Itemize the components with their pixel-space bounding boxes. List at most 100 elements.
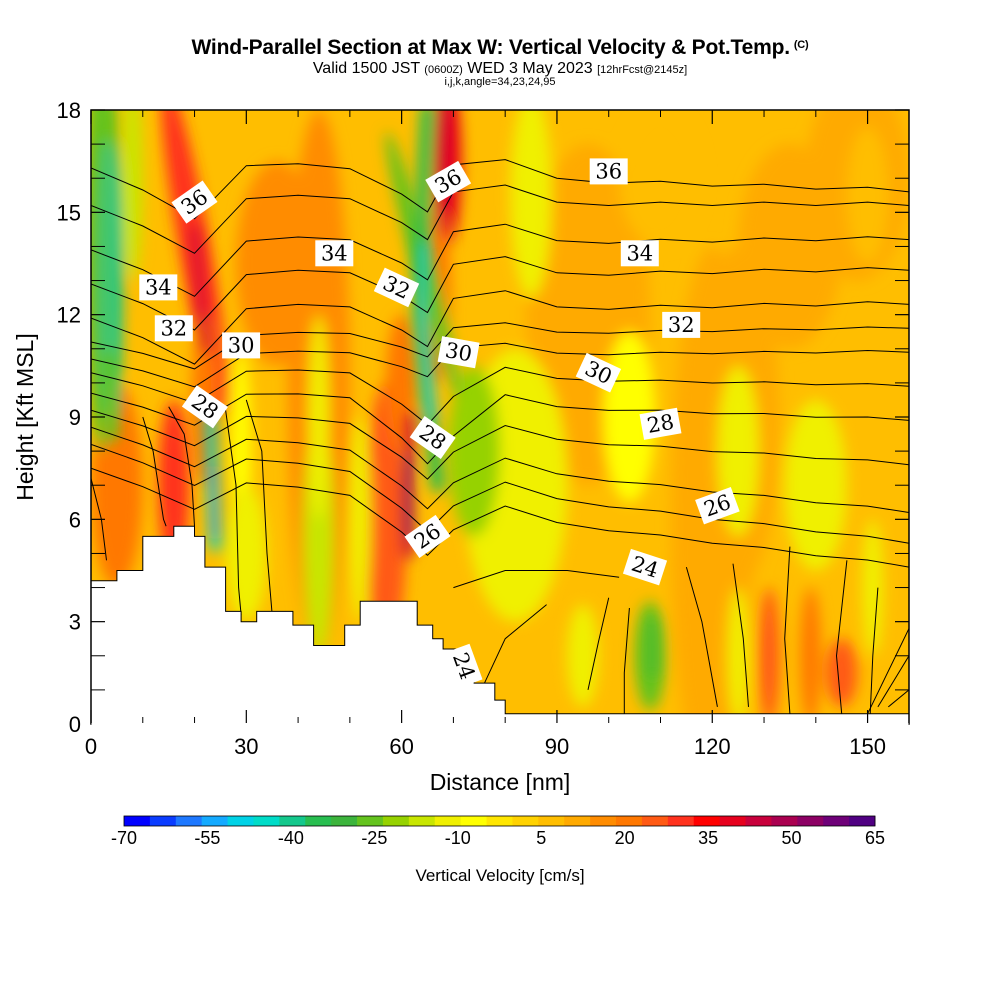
contour-label-text: 36 bbox=[595, 159, 622, 183]
colorbar-tick-label: -55 bbox=[194, 828, 220, 848]
theta-contour bbox=[623, 607, 630, 714]
velocity-cell bbox=[122, 110, 143, 281]
theta-contour bbox=[91, 392, 909, 465]
y-tick-label: 3 bbox=[69, 610, 81, 635]
y-tick-label: 9 bbox=[69, 405, 81, 430]
contour-label-text: 34 bbox=[145, 275, 172, 299]
contour-label-box bbox=[445, 643, 483, 689]
theta-contour bbox=[91, 443, 909, 544]
velocity-band bbox=[191, 225, 211, 353]
y-tick-label: 18 bbox=[57, 98, 81, 123]
theta-contour bbox=[91, 256, 909, 331]
theta-contour bbox=[91, 184, 909, 254]
colorbar-swatch bbox=[719, 816, 746, 826]
contour-label-box bbox=[373, 267, 420, 308]
chart-title-text: Wind-Parallel Section at Max W: Vertical… bbox=[191, 36, 791, 59]
theta-contour bbox=[245, 399, 273, 615]
contour-label-text: 32 bbox=[668, 313, 695, 337]
x-tick-label: 60 bbox=[389, 734, 413, 759]
contour-label-box bbox=[695, 486, 740, 525]
contour-label: 28 bbox=[639, 407, 682, 440]
x-tick-label: 0 bbox=[85, 734, 97, 759]
velocity-cell bbox=[567, 604, 599, 707]
colorbar-swatch bbox=[227, 816, 254, 826]
colorbar-tick-label: 5 bbox=[536, 828, 546, 848]
theta-contour bbox=[453, 570, 620, 589]
theta-contour bbox=[484, 604, 547, 684]
theta-contour bbox=[91, 426, 909, 513]
forecast-info: [12hrFcst@2145z] bbox=[597, 64, 688, 76]
chart-title: Wind-Parallel Section at Max W: Vertical… bbox=[0, 36, 1000, 60]
colorbar-swatch bbox=[590, 816, 617, 826]
contour-label-box bbox=[589, 158, 628, 185]
contour-label-box bbox=[404, 514, 451, 558]
contour-label-text: 34 bbox=[626, 241, 653, 265]
colorbar-swatch bbox=[408, 816, 436, 826]
theta-contour bbox=[835, 560, 848, 714]
colorbar-swatch bbox=[564, 816, 591, 826]
velocity-cell bbox=[826, 638, 858, 707]
colorbar: -70 -55 -40 -25 -10 5 20 35 50 65 bbox=[111, 815, 885, 848]
colorbar-swatch bbox=[641, 816, 669, 826]
contour-label: 34 bbox=[620, 240, 659, 267]
colorbar-tick-label: -10 bbox=[445, 828, 471, 848]
contour-label-box bbox=[409, 415, 456, 460]
theta-contour bbox=[91, 467, 909, 568]
contour-label: 30 bbox=[437, 336, 480, 369]
contour-label-box bbox=[154, 315, 193, 342]
potential-temperature-contours bbox=[91, 159, 909, 715]
colorbar-title: Vertical Velocity [cm/s] bbox=[415, 866, 584, 885]
valid-zulu: (0600Z) bbox=[424, 64, 463, 76]
theta-contour bbox=[91, 342, 909, 388]
contour-label-box bbox=[181, 385, 228, 429]
colorbar-swatch bbox=[745, 816, 772, 826]
theta-contour bbox=[168, 406, 195, 527]
contour-label-text: 28 bbox=[645, 410, 675, 438]
colorbar-swatch bbox=[771, 816, 798, 826]
colorbar-swatch bbox=[512, 816, 539, 826]
contour-label-box bbox=[437, 336, 480, 369]
colorbar-swatch bbox=[279, 816, 306, 826]
contour-label-box bbox=[171, 180, 218, 224]
colorbar-swatch bbox=[149, 816, 177, 826]
colorbar-swatch bbox=[693, 816, 721, 826]
velocity-cell bbox=[308, 314, 330, 520]
contour-label: 34 bbox=[139, 274, 178, 301]
velocity-cell bbox=[235, 161, 319, 366]
contour-label-text: 30 bbox=[228, 333, 255, 357]
theta-contour bbox=[225, 410, 242, 615]
velocity-band bbox=[210, 465, 218, 539]
colorbar-swatch bbox=[823, 816, 850, 826]
copyright-mark: (C) bbox=[793, 39, 809, 51]
theta-contour bbox=[587, 597, 610, 691]
x-tick-label: 30 bbox=[234, 734, 258, 759]
contour-label-box bbox=[139, 274, 178, 301]
colorbar-tick-label: 50 bbox=[782, 828, 802, 848]
theta-contour bbox=[887, 689, 909, 708]
y-tick-label: 6 bbox=[69, 507, 81, 532]
contour-label-text: 30 bbox=[443, 338, 473, 366]
colorbar-frame bbox=[123, 815, 876, 827]
velocity-cell bbox=[349, 416, 371, 622]
contour-label: 32 bbox=[154, 315, 193, 342]
colorbar-swatch bbox=[305, 816, 332, 826]
velocity-cell bbox=[225, 485, 268, 622]
velocity-cell bbox=[758, 587, 780, 724]
x-tick-label: 150 bbox=[849, 734, 886, 759]
colorbar-swatch bbox=[849, 816, 876, 826]
x-tick-label: 90 bbox=[545, 734, 569, 759]
contour-label-text: 34 bbox=[321, 241, 348, 265]
colorbar-swatch bbox=[357, 816, 384, 826]
y-tick-label: 12 bbox=[57, 303, 81, 328]
colorbar-swatch bbox=[253, 816, 280, 826]
terrain-mask bbox=[90, 525, 910, 725]
contour-label-box bbox=[639, 407, 682, 440]
velocity-cell bbox=[738, 144, 842, 349]
theta-contour bbox=[142, 416, 167, 527]
contour-label: 36 bbox=[589, 158, 628, 185]
velocity-cell bbox=[784, 399, 847, 571]
velocity-cell bbox=[365, 382, 407, 656]
